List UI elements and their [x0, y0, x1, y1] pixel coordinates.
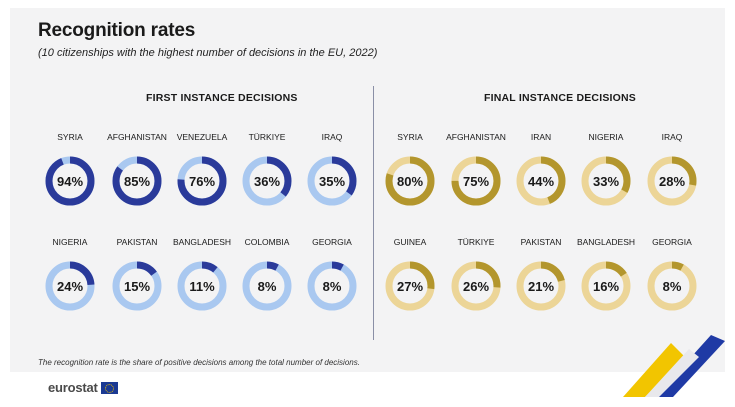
donut-türkiye: TÜRKIYE 36% [242, 132, 292, 206]
donut-value-arc [112, 156, 162, 206]
donut-category-label: SYRIA [397, 132, 423, 142]
donut-value-label: 44% [528, 174, 554, 189]
donut-category-label: AFGHANISTAN [446, 132, 506, 142]
donut-value-label: 80% [397, 174, 423, 189]
donut-iraq: IRAQ 35% [307, 132, 357, 206]
donut-category-label: AFGHANISTAN [107, 132, 167, 142]
donut-value-label: 15% [124, 279, 150, 294]
donut-türkiye: TÜRKIYE 26% [451, 237, 501, 311]
chart-title: Recognition rates [38, 20, 196, 41]
donut-value-arc [516, 156, 566, 206]
donut-value-arc [647, 261, 697, 311]
donut-category-label: PAKISTAN [117, 237, 158, 247]
donut-category-label: GEORGIA [312, 237, 352, 247]
donut-value-label: 26% [463, 279, 489, 294]
first-instance-heading: FIRST INSTANCE DECISIONS [146, 92, 298, 104]
donut-georgia: GEORGIA 8% [307, 237, 357, 311]
donut-georgia: GEORGIA 8% [647, 237, 697, 311]
donut-iran: IRAN 44% [516, 132, 566, 206]
donut-value-label: 8% [663, 279, 682, 294]
donut-value-arc [112, 261, 162, 311]
donut-guinea: GUINEA 27% [385, 237, 435, 311]
donut-category-label: SYRIA [57, 132, 83, 142]
donut-value-arc [451, 156, 501, 206]
donut-value-label: 11% [189, 279, 215, 294]
donut-value-arc [307, 156, 357, 206]
donut-value-label: 85% [124, 174, 150, 189]
donut-category-label: TÜRKIYE [249, 132, 286, 142]
donut-value-label: 36% [254, 174, 280, 189]
eu-flag-icon [100, 381, 118, 394]
donut-value-label: 27% [397, 279, 423, 294]
eurostat-logo: eurostat [48, 380, 118, 395]
donut-bangladesh: BANGLADESH 16% [577, 237, 635, 311]
donut-syria: SYRIA 94% [45, 132, 95, 206]
donut-category-label: IRAN [531, 132, 551, 142]
donut-value-arc [451, 261, 501, 311]
donut-value-arc [516, 261, 566, 311]
donut-category-label: VENEZUELA [177, 132, 228, 142]
donut-value-arc [581, 261, 631, 311]
chart-panel [10, 8, 725, 372]
donut-value-label: 16% [593, 279, 619, 294]
logo-text: eurostat [48, 380, 98, 395]
donut-value-label: 33% [593, 174, 619, 189]
donut-value-label: 28% [659, 174, 685, 189]
donut-pakistan: PAKISTAN 21% [516, 237, 566, 311]
donut-value-arc [307, 261, 357, 311]
donut-value-arc [385, 156, 435, 206]
donut-value-arc [45, 261, 95, 311]
donut-venezuela: VENEZUELA 76% [177, 132, 228, 206]
donut-category-label: PAKISTAN [521, 237, 562, 247]
donut-category-label: GEORGIA [652, 237, 692, 247]
donut-value-label: 21% [528, 279, 554, 294]
footnote: The recognition rate is the share of pos… [38, 358, 360, 367]
donut-category-label: BANGLADESH [173, 237, 231, 247]
donut-value-label: 35% [319, 174, 345, 189]
donut-category-label: IRAQ [662, 132, 683, 142]
section-divider [373, 86, 374, 340]
donut-pakistan: PAKISTAN 15% [112, 237, 162, 311]
donut-category-label: TÜRKIYE [458, 237, 495, 247]
final-instance-heading: FINAL INSTANCE DECISIONS [484, 92, 637, 104]
donut-value-arc [242, 261, 292, 311]
donut-value-label: 24% [57, 279, 83, 294]
chart-subtitle: (10 citizenships with the highest number… [38, 47, 378, 59]
donut-value-label: 8% [323, 279, 342, 294]
donut-category-label: GUINEA [394, 237, 427, 247]
donut-value-arc [581, 156, 631, 206]
donut-value-arc [647, 156, 697, 206]
donut-value-arc [385, 261, 435, 311]
donut-value-label: 76% [189, 174, 215, 189]
donut-afghanistan: AFGHANISTAN 85% [107, 132, 167, 206]
donut-value-arc [177, 261, 227, 311]
donut-category-label: NIGERIA [53, 237, 88, 247]
donut-value-arc [242, 156, 292, 206]
donut-value-label: 75% [463, 174, 489, 189]
donut-category-label: IRAQ [322, 132, 343, 142]
donut-colombia: COLOMBIA 8% [242, 237, 292, 311]
donut-value-label: 94% [57, 174, 83, 189]
donut-afghanistan: AFGHANISTAN 75% [446, 132, 506, 206]
donut-value-arc [177, 156, 227, 206]
donut-value-label: 8% [258, 279, 277, 294]
donut-value-arc [45, 156, 95, 206]
donut-category-label: BANGLADESH [577, 237, 635, 247]
donut-nigeria: NIGERIA 33% [581, 132, 631, 206]
donut-category-label: NIGERIA [589, 132, 624, 142]
donut-category-label: COLOMBIA [245, 237, 290, 247]
donut-bangladesh: BANGLADESH 11% [173, 237, 231, 311]
donut-syria: SYRIA 80% [385, 132, 435, 206]
corner-decoration-icon [623, 335, 725, 397]
donut-nigeria: NIGERIA 24% [45, 237, 95, 311]
donut-iraq: IRAQ 28% [647, 132, 697, 206]
